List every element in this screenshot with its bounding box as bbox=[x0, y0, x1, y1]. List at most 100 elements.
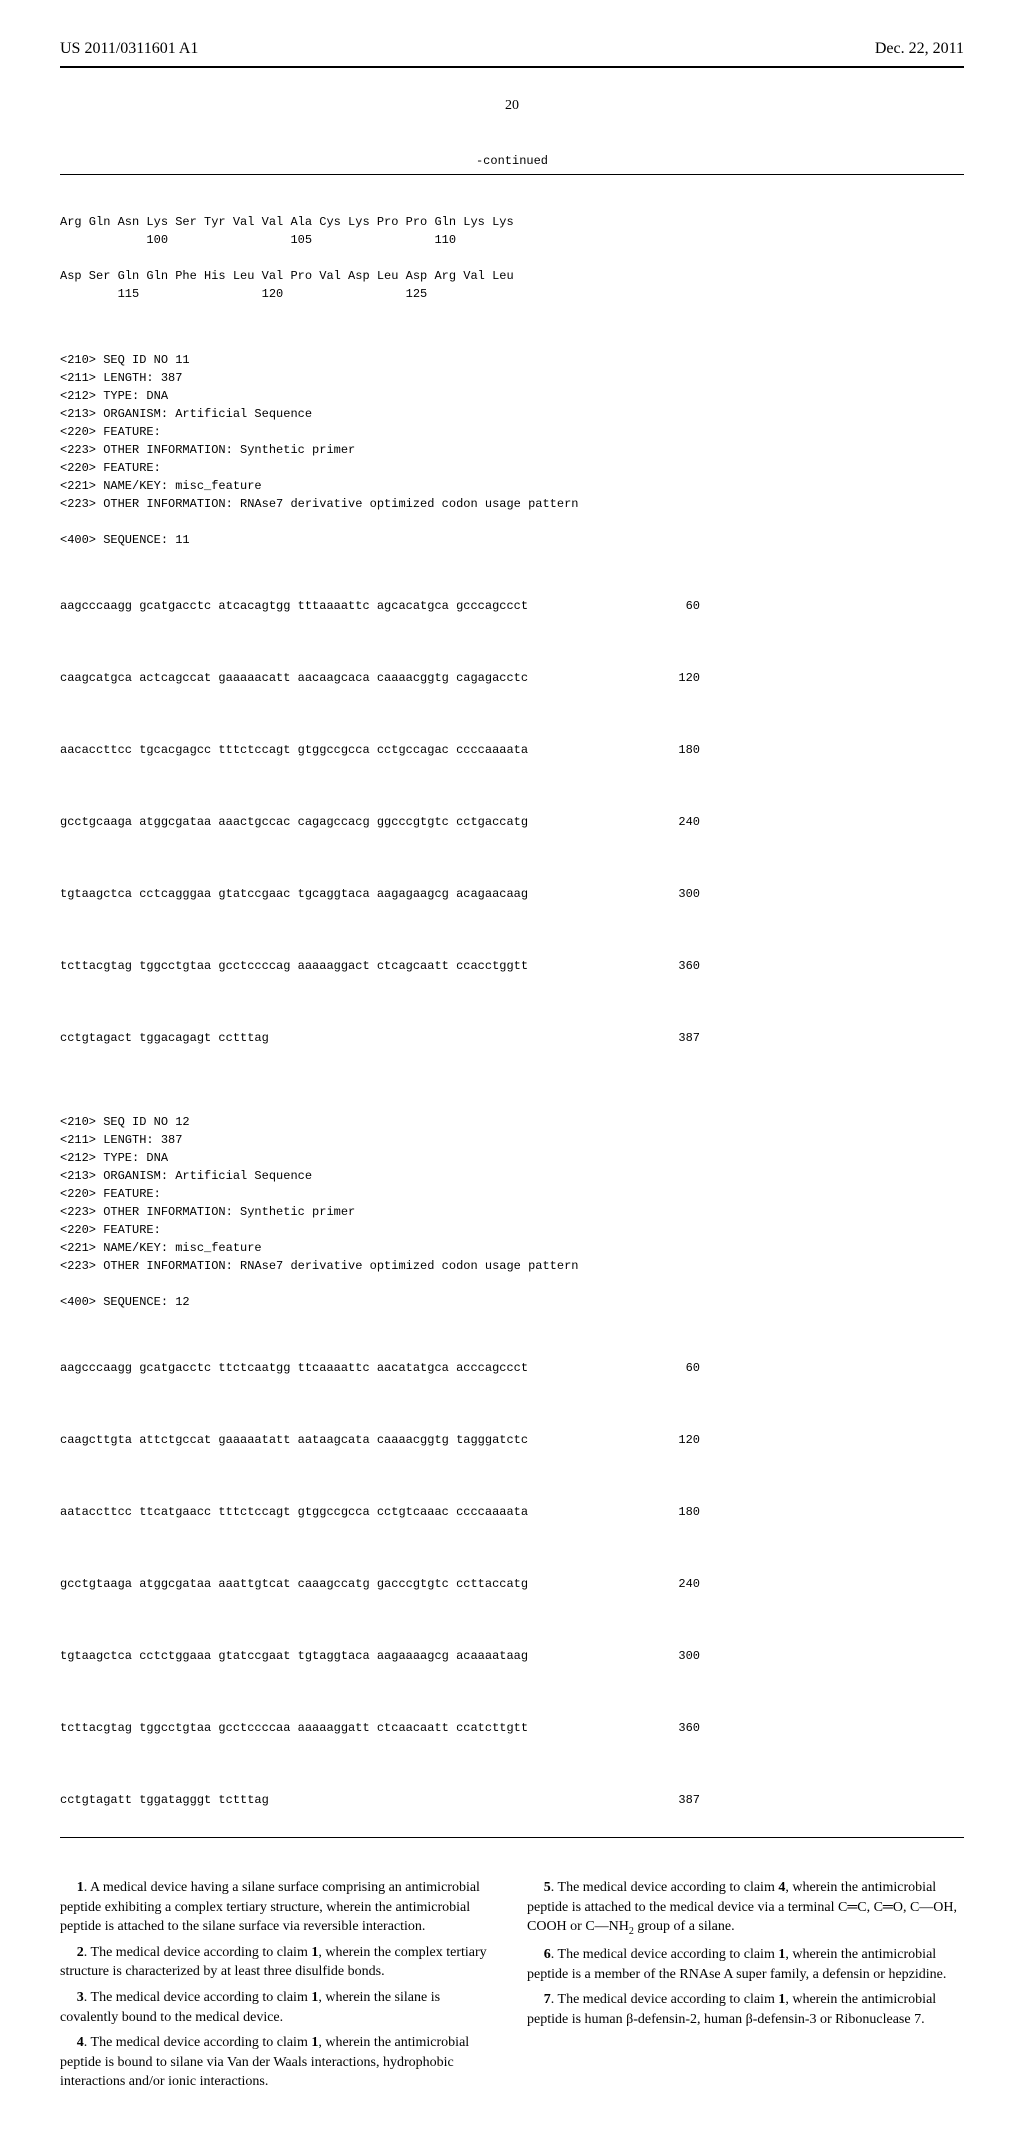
claims-section: 1. A medical device having a silane surf… bbox=[60, 1878, 964, 2092]
claim-1: 1. A medical device having a silane surf… bbox=[60, 1878, 497, 1937]
seq-line: aagcccaagg gcatgacctc ttctcaatgg ttcaaaa… bbox=[60, 1359, 700, 1377]
seq-line: caagcatgca actcagccat gaaaaacatt aacaagc… bbox=[60, 669, 700, 687]
seq-line: tgtaagctca cctctggaaa gtatccgaat tgtaggt… bbox=[60, 1647, 700, 1665]
claim-4: 4. The medical device according to claim… bbox=[60, 2033, 497, 2092]
seq-meta-line: <223> OTHER INFORMATION: RNAse7 derivati… bbox=[60, 1259, 578, 1273]
seq-pos: 120 bbox=[658, 1431, 700, 1449]
publication-date: Dec. 22, 2011 bbox=[875, 40, 964, 58]
seq-meta-line: <213> ORGANISM: Artificial Sequence bbox=[60, 407, 312, 421]
claim-text: . The medical device according to claim bbox=[84, 2035, 312, 2050]
protein-row-1-nums: 100 105 110 bbox=[60, 233, 456, 247]
seq-pos: 387 bbox=[658, 1029, 700, 1047]
seq-pos: 120 bbox=[658, 669, 700, 687]
seq-pos: 60 bbox=[666, 1359, 700, 1377]
header-rule bbox=[60, 66, 964, 68]
claim-text: . A medical device having a silane surfa… bbox=[60, 1880, 480, 1934]
seq-line: aagcccaagg gcatgacctc atcacagtgg tttaaaa… bbox=[60, 597, 700, 615]
claim-ref: 1 bbox=[311, 1990, 318, 2005]
seq-text: gcctgtaaga atggcgataa aaattgtcat caaagcc… bbox=[60, 1575, 528, 1593]
seq-pos: 180 bbox=[658, 741, 700, 759]
claim-text: . The medical device according to claim bbox=[551, 1992, 779, 2007]
seq-pos: 360 bbox=[658, 1719, 700, 1737]
seq-meta-line: <210> SEQ ID NO 12 bbox=[60, 1115, 190, 1129]
seq-pos: 240 bbox=[658, 1575, 700, 1593]
seq-line: tgtaagctca cctcagggaa gtatccgaac tgcaggt… bbox=[60, 885, 700, 903]
seq-meta-line: <213> ORGANISM: Artificial Sequence bbox=[60, 1169, 312, 1183]
seq-text: tcttacgtag tggcctgtaa gcctccccaa aaaaagg… bbox=[60, 1719, 528, 1737]
seq-meta-line: <223> OTHER INFORMATION: Synthetic prime… bbox=[60, 1205, 355, 1219]
seq-12-meta: <210> SEQ ID NO 12 <211> LENGTH: 387 <21… bbox=[60, 1095, 964, 1311]
claim-ref: 4 bbox=[778, 1880, 785, 1895]
seq-line: caagcttgta attctgccat gaaaaatatt aataagc… bbox=[60, 1431, 700, 1449]
seq-line: aacaccttcc tgcacgagcc tttctccagt gtggccg… bbox=[60, 741, 700, 759]
seq-line: gcctgcaaga atggcgataa aaactgccac cagagcc… bbox=[60, 813, 700, 831]
seq-meta-line: <210> SEQ ID NO 11 bbox=[60, 353, 190, 367]
page-header: US 2011/0311601 A1 Dec. 22, 2011 bbox=[60, 40, 964, 58]
seq-text: cctgtagatt tggatagggt tctttag bbox=[60, 1791, 269, 1809]
seq-meta-line: <211> LENGTH: 387 bbox=[60, 1133, 182, 1147]
claim-text: . The medical device according to claim bbox=[84, 1945, 312, 1960]
seq-meta-line: <220> FEATURE: bbox=[60, 461, 161, 475]
seq-line: aataccttcc ttcatgaacc tttctccagt gtggccg… bbox=[60, 1503, 700, 1521]
seq-text: gcctgcaaga atggcgataa aaactgccac cagagcc… bbox=[60, 813, 528, 831]
seq-line: tcttacgtag tggcctgtaa gcctccccaa aaaaagg… bbox=[60, 1719, 700, 1737]
claim-text: . The medical device according to claim bbox=[551, 1880, 779, 1895]
claim-7: 7. The medical device according to claim… bbox=[527, 1990, 964, 2029]
seq-label: <400> SEQUENCE: 12 bbox=[60, 1295, 190, 1309]
seq-meta-line: <212> TYPE: DNA bbox=[60, 389, 168, 403]
seq-text: aacaccttcc tgcacgagcc tttctccagt gtggccg… bbox=[60, 741, 528, 759]
publication-number: US 2011/0311601 A1 bbox=[60, 40, 198, 58]
seq-meta-line: <211> LENGTH: 387 bbox=[60, 371, 182, 385]
seq-meta-line: <221> NAME/KEY: misc_feature bbox=[60, 1241, 262, 1255]
seq-meta-line: <221> NAME/KEY: misc_feature bbox=[60, 479, 262, 493]
section-rule-bottom bbox=[60, 1837, 964, 1838]
claim-tail: group of a silane. bbox=[634, 1919, 735, 1934]
seq-meta-line: <212> TYPE: DNA bbox=[60, 1151, 168, 1165]
claim-number: 4 bbox=[77, 2035, 84, 2050]
seq-text: aataccttcc ttcatgaacc tttctccagt gtggccg… bbox=[60, 1503, 528, 1521]
seq-pos: 60 bbox=[666, 597, 700, 615]
claim-number: 1 bbox=[77, 1880, 84, 1895]
seq-text: cctgtagact tggacagagt cctttag bbox=[60, 1029, 269, 1047]
claim-6: 6. The medical device according to claim… bbox=[527, 1945, 964, 1984]
seq-meta-line: <220> FEATURE: bbox=[60, 1187, 161, 1201]
seq-pos: 300 bbox=[658, 885, 700, 903]
seq-text: tgtaagctca cctctggaaa gtatccgaat tgtaggt… bbox=[60, 1647, 528, 1665]
claim-text: . The medical device according to claim bbox=[84, 1990, 312, 2005]
protein-row-2-nums: 115 120 125 bbox=[60, 287, 427, 301]
claim-text: . The medical device according to claim bbox=[551, 1947, 779, 1962]
seq-line: tcttacgtag tggcctgtaa gcctccccag aaaaagg… bbox=[60, 957, 700, 975]
claim-ref: 1 bbox=[311, 2035, 318, 2050]
seq-11-data: aagcccaagg gcatgacctc atcacagtgg tttaaaa… bbox=[60, 579, 964, 1065]
claim-number: 5 bbox=[544, 1880, 551, 1895]
seq-text: caagcatgca actcagccat gaaaaacatt aacaagc… bbox=[60, 669, 528, 687]
seq-line: cctgtagact tggacagagt cctttag 387 bbox=[60, 1029, 700, 1047]
page-number: 20 bbox=[60, 98, 964, 114]
seq-text: caagcttgta attctgccat gaaaaatatt aataagc… bbox=[60, 1431, 528, 1449]
continued-label: -continued bbox=[60, 154, 964, 168]
seq-meta-line: <223> OTHER INFORMATION: Synthetic prime… bbox=[60, 443, 355, 457]
claim-ref: 1 bbox=[311, 1945, 318, 1960]
seq-pos: 360 bbox=[658, 957, 700, 975]
seq-label: <400> SEQUENCE: 11 bbox=[60, 533, 190, 547]
claim-ref: 1 bbox=[778, 1947, 785, 1962]
claim-number: 3 bbox=[77, 1990, 84, 2005]
protein-row-1: Arg Gln Asn Lys Ser Tyr Val Val Ala Cys … bbox=[60, 215, 514, 229]
seq-11-meta: <210> SEQ ID NO 11 <211> LENGTH: 387 <21… bbox=[60, 333, 964, 549]
seq-pos: 387 bbox=[658, 1791, 700, 1809]
claim-5: 5. The medical device according to claim… bbox=[527, 1878, 964, 1939]
claim-2: 2. The medical device according to claim… bbox=[60, 1943, 497, 1982]
seq-12-data: aagcccaagg gcatgacctc ttctcaatgg ttcaaaa… bbox=[60, 1341, 964, 1827]
seq-pos: 300 bbox=[658, 1647, 700, 1665]
seq-text: tgtaagctca cctcagggaa gtatccgaac tgcaggt… bbox=[60, 885, 528, 903]
protein-row-2: Asp Ser Gln Gln Phe His Leu Val Pro Val … bbox=[60, 269, 514, 283]
claim-number: 6 bbox=[544, 1947, 551, 1962]
claim-ref: 1 bbox=[778, 1992, 785, 2007]
claim-3: 3. The medical device according to claim… bbox=[60, 1988, 497, 2027]
seq-text: tcttacgtag tggcctgtaa gcctccccag aaaaagg… bbox=[60, 957, 528, 975]
seq-pos: 180 bbox=[658, 1503, 700, 1521]
seq-pos: 240 bbox=[658, 813, 700, 831]
claim-number: 7 bbox=[544, 1992, 551, 2007]
seq-line: cctgtagatt tggatagggt tctttag 387 bbox=[60, 1791, 700, 1809]
claim-number: 2 bbox=[77, 1945, 84, 1960]
